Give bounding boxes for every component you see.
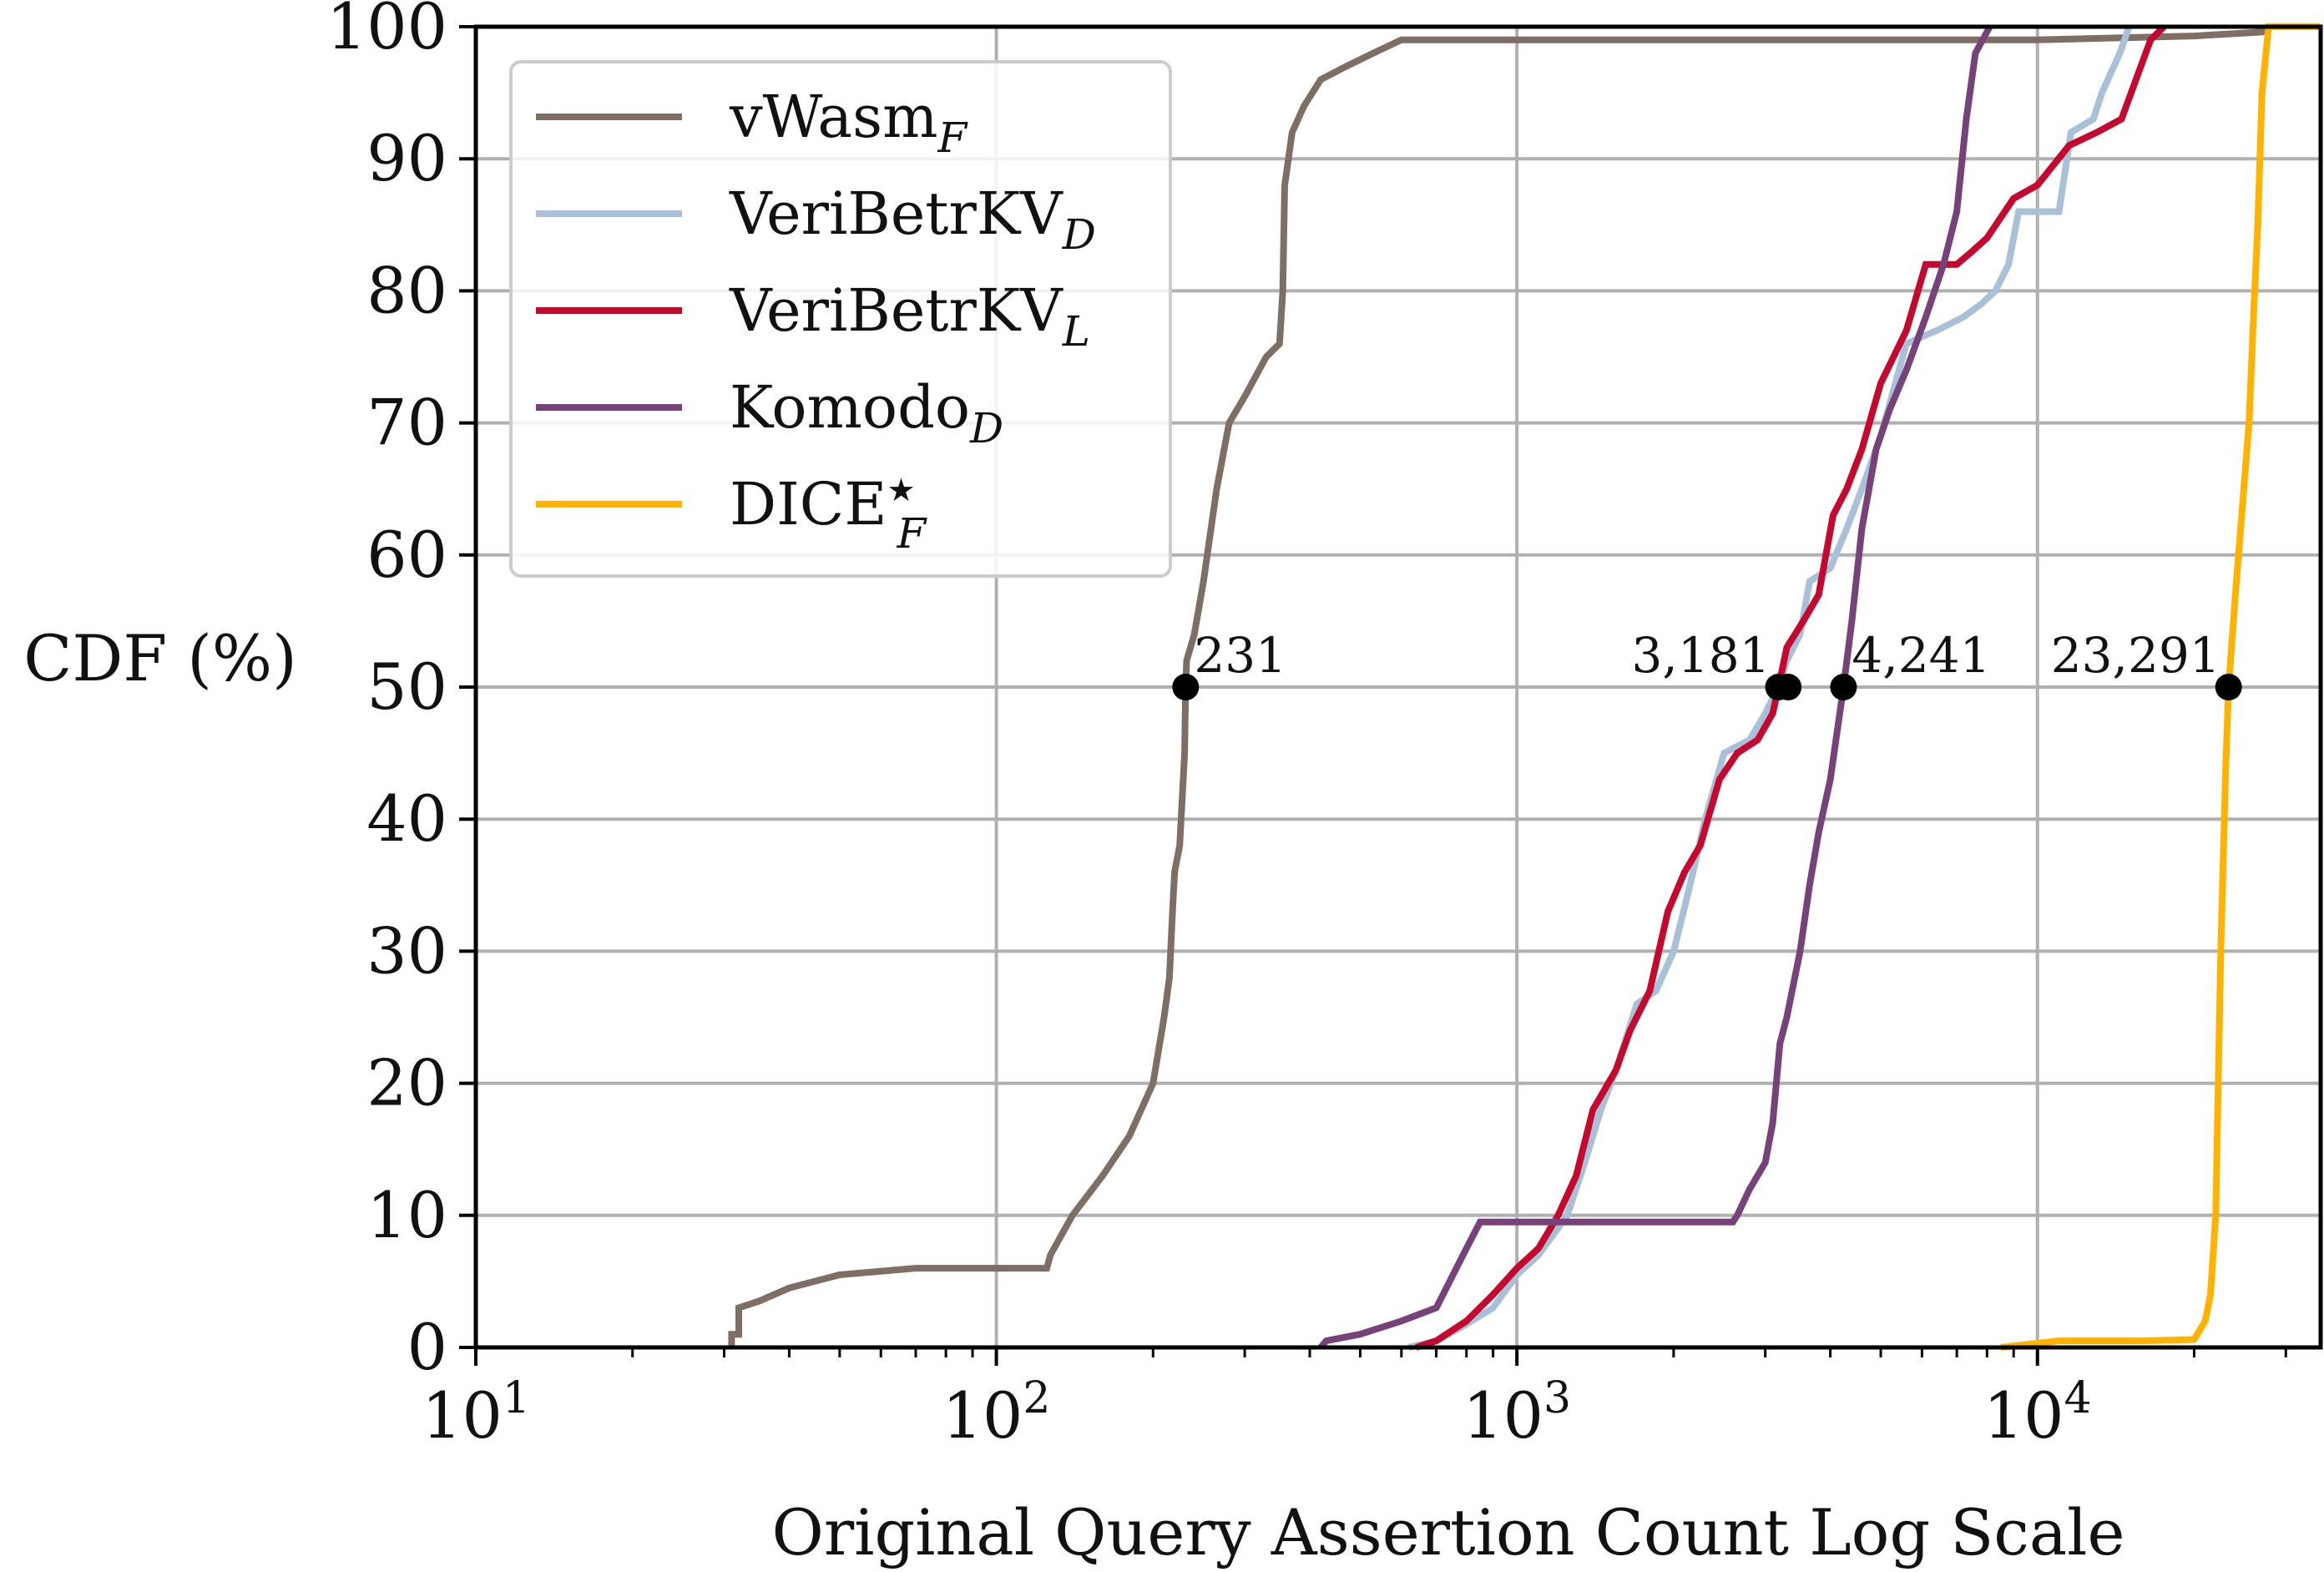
median-marker xyxy=(2215,674,2242,700)
y-tick-label: 80 xyxy=(366,253,447,327)
y-tick-label: 30 xyxy=(366,913,447,988)
y-tick-label: 60 xyxy=(366,518,447,592)
x-tick-label: 104 xyxy=(1983,1373,2092,1453)
median-label: 231 xyxy=(1194,627,1286,684)
median-marker xyxy=(1830,674,1857,700)
y-tick-label: 20 xyxy=(366,1046,447,1120)
series-line-veribetrkv-l xyxy=(1415,24,2167,1351)
median-marker xyxy=(1775,674,1802,700)
series-layer xyxy=(728,23,2321,1351)
legend: vWasmF VeriBetrKVD VeriBetrKVL KomodoD DICE★… xyxy=(509,60,1172,578)
y-axis-title: CDF (%) xyxy=(23,621,297,695)
median-label: 3,181 xyxy=(1631,627,1770,684)
legend-label: DICE★ F xyxy=(730,470,928,558)
x-axis-title: Original Query Assertion Count Log Scale xyxy=(772,1495,2125,1569)
legend-label: VeriBetrKVL xyxy=(729,276,1090,356)
median-marker xyxy=(1172,674,1200,700)
axes: 0 10 20 30 40 50 60 70 80 90 100 101 102 103 104 Origin… xyxy=(23,0,2323,1569)
legend-label: VeriBetrKVD xyxy=(729,179,1096,259)
median-markers: 231 3,181 4,241 23,291 xyxy=(1172,627,2242,700)
legend-label: KomodoD xyxy=(730,373,1003,452)
x-tick-label: 103 xyxy=(1463,1373,1571,1453)
y-tick-label: 0 xyxy=(407,1310,447,1384)
y-tick-label: 100 xyxy=(326,0,447,63)
median-label: 4,241 xyxy=(1852,627,1990,684)
median-label: 23,291 xyxy=(2051,627,2220,684)
legend-box xyxy=(509,60,1172,578)
y-tick-label: 50 xyxy=(366,650,447,724)
series-line-komodo-d xyxy=(1318,25,1993,1350)
y-tick-label: 40 xyxy=(366,781,447,856)
y-tick-label: 90 xyxy=(366,121,447,195)
x-tick-label: 102 xyxy=(942,1373,1051,1453)
x-tick-label: 101 xyxy=(422,1373,530,1453)
y-tick-label: 70 xyxy=(366,386,447,460)
legend-label: vWasmF xyxy=(729,83,968,162)
y-tick-label: 10 xyxy=(366,1178,447,1252)
